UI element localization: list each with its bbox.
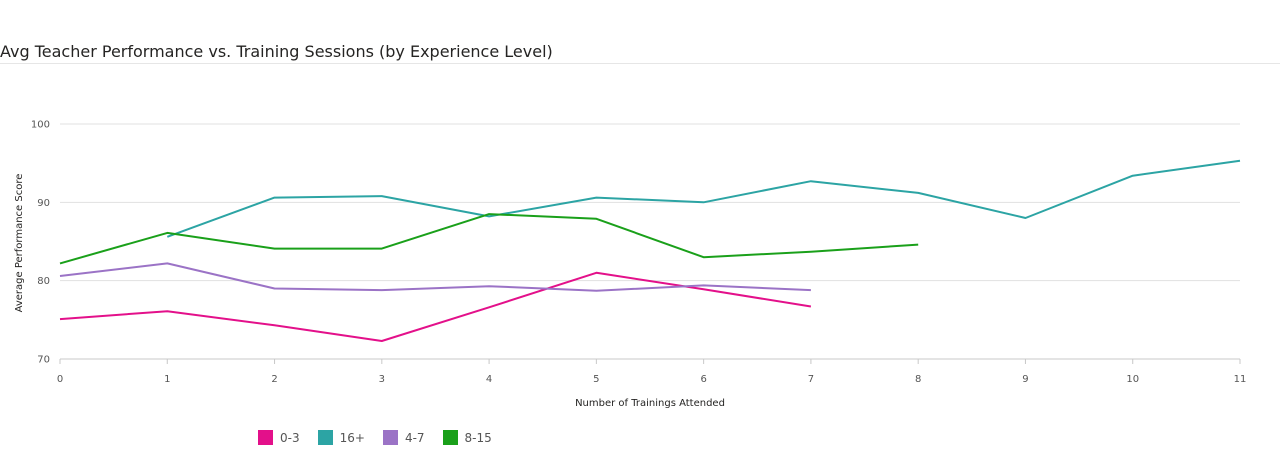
y-tick-label: 80 — [37, 276, 50, 287]
legend-swatch — [317, 430, 333, 445]
legend: 0-3 16+ 4-7 8-15 — [258, 430, 492, 445]
x-tick-label: 0 — [57, 374, 63, 385]
x-tick-label: 7 — [808, 374, 814, 385]
series-line-16+ — [166, 159, 1241, 238]
x-tick-label: 2 — [271, 374, 277, 385]
x-tick-label: 11 — [1234, 374, 1247, 385]
series-line-8-15 — [59, 213, 919, 265]
series-line-0-3 — [59, 271, 812, 342]
legend-item[interactable]: 16+ — [317, 430, 365, 445]
legend-label: 0-3 — [280, 430, 300, 445]
title-divider — [0, 63, 1280, 64]
gridlines — [60, 123, 1240, 360]
x-axis-ticks: 0 1 2 3 4 5 6 7 8 9 10 11 — [57, 359, 1247, 385]
legend-swatch — [442, 430, 458, 445]
x-tick-label: 1 — [164, 374, 170, 385]
x-tick-label: 3 — [379, 374, 385, 385]
x-tick-label: 8 — [915, 374, 921, 385]
y-axis-ticks: 70 80 90 100 — [31, 120, 50, 366]
series-lines — [59, 159, 1241, 342]
legend-item[interactable]: 4-7 — [382, 430, 425, 445]
x-axis-title: Number of Trainings Attended — [575, 398, 725, 409]
legend-item[interactable]: 8-15 — [442, 430, 492, 445]
series-line-4-7 — [59, 262, 811, 292]
x-tick-label: 6 — [700, 374, 706, 385]
legend-swatch — [258, 430, 273, 445]
legend-item[interactable]: 0-3 — [258, 430, 300, 445]
y-tick-label: 100 — [31, 120, 50, 131]
x-tick-label: 4 — [486, 374, 492, 385]
x-tick-label: 5 — [593, 374, 599, 385]
y-axis-title: Average Performance Score — [14, 174, 25, 313]
y-tick-label: 70 — [37, 355, 50, 366]
line-chart: 70 80 90 100 0 1 2 3 4 5 6 7 8 9 10 11 Average Perform… — [14, 120, 1247, 410]
y-tick-label: 90 — [37, 198, 50, 209]
legend-label: 4-7 — [404, 430, 425, 445]
chart-title: Avg Teacher Performance vs. Training Ses… — [0, 42, 553, 61]
x-tick-label: 10 — [1126, 374, 1139, 385]
legend-label: 16+ — [339, 430, 365, 445]
x-tick-label: 9 — [1022, 374, 1028, 385]
legend-label: 8-15 — [464, 430, 492, 445]
legend-swatch — [382, 430, 398, 445]
